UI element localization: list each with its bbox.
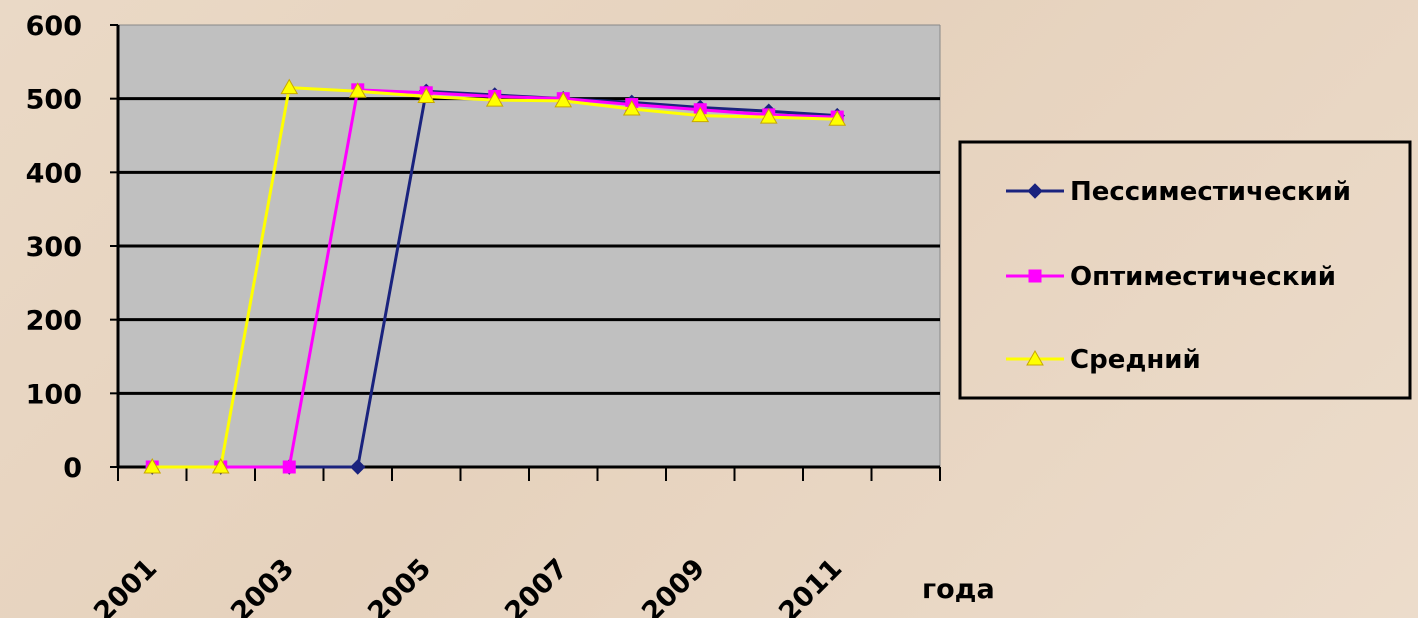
legend-optimistic-label: Оптиместический [1070,262,1336,292]
series-average-point [143,457,162,474]
series-average-point [759,108,778,124]
x-tick-label: 2003 [225,553,300,618]
x-tick-label: 2011 [773,553,848,618]
legend-average-swatch-marker [1026,349,1044,366]
legend-pessimistic-label: Пессиместический [1070,177,1351,207]
legend-average-label: Средний [1070,345,1201,375]
y-tick-label: 300 [26,232,82,263]
x-tick-label: 2001 [88,553,163,618]
series-average-point [691,106,710,123]
series-average-point [417,87,436,103]
x-axis-label: года [922,574,995,605]
series-pessimistic-point [350,459,366,475]
y-tick-label: 600 [26,11,82,42]
legend-pessimistic-swatch-marker [1027,183,1043,199]
y-tick-label: 0 [63,453,82,484]
x-tick-label: 2009 [636,553,711,618]
y-tick-label: 200 [26,306,82,337]
x-tick-label: 2007 [499,553,574,618]
legend-box [958,140,1412,400]
series-optimistic-point [282,460,296,474]
series-average-point [485,91,504,107]
y-tick-label: 100 [26,379,82,410]
y-tick-label: 400 [26,158,82,189]
legend-optimistic-swatch-marker [1028,269,1042,283]
y-tick-label: 500 [26,85,82,116]
series-average-point [280,78,299,95]
series-average-point [554,91,573,108]
series-average-point [211,457,230,474]
series-average-point [622,99,641,116]
x-tick-label: 2005 [362,553,437,618]
series-average-point [828,110,847,126]
series-average-point [348,82,367,98]
